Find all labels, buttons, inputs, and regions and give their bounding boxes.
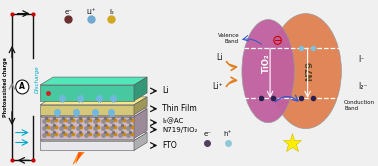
Text: N79: N79 — [305, 61, 314, 81]
Circle shape — [16, 80, 29, 94]
Text: Li⁺: Li⁺ — [86, 9, 96, 15]
Text: e⁻: e⁻ — [203, 131, 211, 137]
Text: FTO: FTO — [162, 141, 177, 150]
Polygon shape — [40, 117, 134, 139]
Polygon shape — [134, 97, 147, 115]
Polygon shape — [40, 85, 134, 101]
Text: e⁻: e⁻ — [64, 9, 72, 15]
Text: A: A — [19, 83, 25, 91]
Text: Li: Li — [162, 86, 169, 95]
Polygon shape — [76, 152, 82, 164]
Polygon shape — [134, 77, 147, 101]
Ellipse shape — [270, 14, 341, 129]
Text: I₂: I₂ — [109, 9, 114, 15]
Ellipse shape — [242, 20, 294, 123]
Text: Conduction
Band: Conduction Band — [344, 100, 375, 111]
Text: I⁻: I⁻ — [358, 55, 364, 64]
Polygon shape — [40, 140, 134, 150]
Polygon shape — [40, 77, 147, 85]
Text: I₂⁻: I₂⁻ — [358, 83, 368, 91]
Text: Li: Li — [217, 53, 223, 62]
Polygon shape — [40, 133, 147, 140]
Text: Li⁺: Li⁺ — [212, 83, 223, 91]
Text: N719/TiO₂: N719/TiO₂ — [162, 127, 198, 133]
Polygon shape — [134, 109, 147, 139]
Polygon shape — [40, 105, 134, 115]
Text: Thin Film: Thin Film — [162, 104, 197, 113]
Polygon shape — [73, 152, 84, 164]
Text: Discharge: Discharge — [35, 66, 40, 93]
Text: Photoassisted charge: Photoassisted charge — [3, 57, 8, 117]
Polygon shape — [40, 97, 147, 105]
Text: Valence
Band: Valence Band — [217, 33, 239, 44]
Polygon shape — [40, 109, 147, 117]
Polygon shape — [134, 133, 147, 150]
Text: TiO₂: TiO₂ — [262, 53, 271, 73]
Text: I₂@AC: I₂@AC — [162, 117, 183, 124]
Text: h⁺: h⁺ — [224, 131, 232, 137]
